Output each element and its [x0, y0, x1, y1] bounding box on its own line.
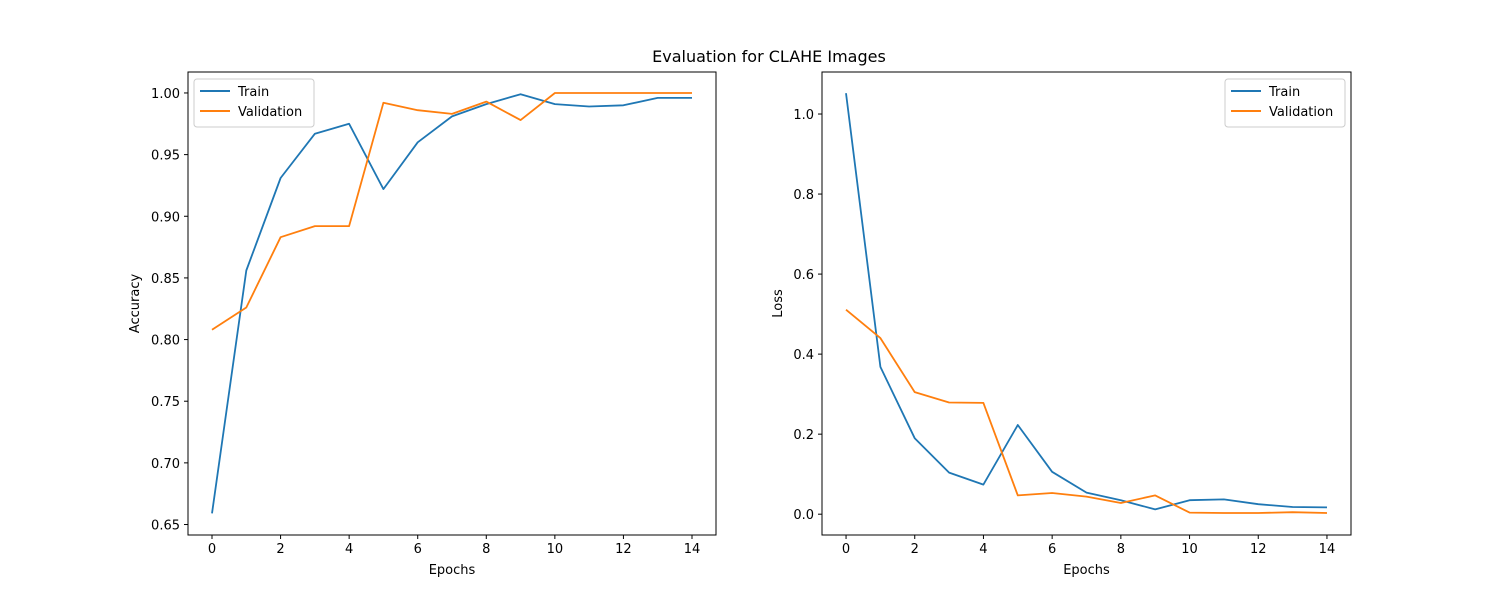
loss-x-tick-label: 14: [1319, 542, 1336, 557]
loss-y-tick-label: 0.8: [793, 188, 814, 203]
loss-y-axis-label: Loss: [771, 289, 786, 318]
accuracy-y-tick-label: 0.80: [151, 334, 180, 349]
accuracy-y-tick-label: 0.95: [151, 149, 180, 164]
accuracy-y-tick-label: 0.70: [151, 457, 180, 472]
accuracy-x-tick-label: 2: [276, 542, 284, 557]
accuracy-x-tick-label: 8: [482, 542, 490, 557]
accuracy-y-tick-label: 0.90: [151, 210, 180, 225]
loss-series-train-line: [845, 93, 1328, 511]
loss-x-tick-label: 6: [1048, 542, 1056, 557]
figure-title: Evaluation for CLAHE Images: [652, 47, 886, 66]
accuracy-legend-label: Train: [237, 85, 269, 100]
accuracy-x-tick-label: 4: [345, 542, 353, 557]
accuracy-y-tick-label: 0.65: [151, 519, 180, 534]
loss-series-validation-line: [845, 309, 1328, 514]
accuracy-x-tick-label: 12: [615, 542, 632, 557]
accuracy-x-axis-label: Epochs: [429, 563, 476, 578]
accuracy-x-tick-label: 6: [414, 542, 422, 557]
loss-y-tick-label: 0.4: [793, 348, 814, 363]
loss-axes-frame: [821, 71, 1352, 536]
loss-x-tick-label: 0: [842, 542, 850, 557]
loss-x-tick-label: 8: [1117, 542, 1125, 557]
loss-legend-label: Validation: [1269, 105, 1333, 120]
accuracy-x-tick-label: 0: [208, 542, 216, 557]
loss-y-tick-label: 1.0: [793, 108, 814, 123]
accuracy-y-tick-label: 0.85: [151, 272, 180, 287]
accuracy-series-train-line: [211, 93, 692, 514]
loss-x-tick-label: 2: [911, 542, 919, 557]
accuracy-axes-frame: [187, 71, 717, 536]
loss-y-tick-label: 0.0: [793, 508, 814, 523]
accuracy-y-tick-label: 1.00: [151, 87, 180, 102]
loss-y-tick-label: 0.2: [793, 428, 814, 443]
loss-x-tick-label: 4: [979, 542, 987, 557]
loss-x-axis-label: Epochs: [1063, 563, 1110, 578]
loss-x-tick-label: 12: [1250, 542, 1267, 557]
accuracy-y-axis-label: Accuracy: [128, 274, 143, 334]
loss-legend-label: Train: [1268, 85, 1300, 100]
accuracy-x-tick-label: 14: [684, 542, 701, 557]
loss-x-tick-label: 10: [1181, 542, 1198, 557]
accuracy-legend-label: Validation: [238, 105, 302, 120]
accuracy-series-validation-line: [211, 92, 692, 331]
accuracy-x-tick-label: 10: [547, 542, 564, 557]
loss-y-tick-label: 0.6: [793, 268, 814, 283]
accuracy-y-tick-label: 0.75: [151, 395, 180, 410]
